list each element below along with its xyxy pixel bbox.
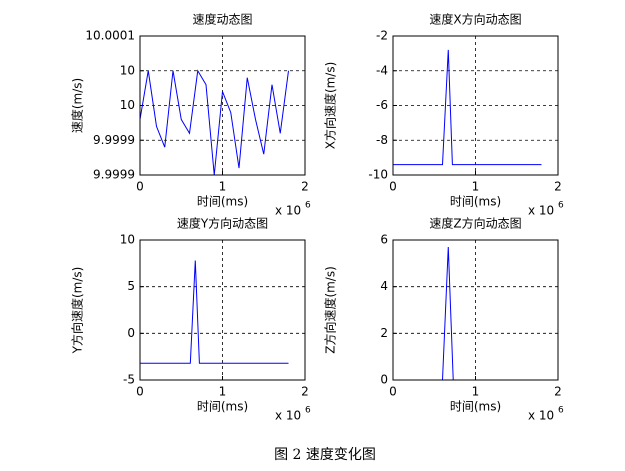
y-axis-label: Z方向速度(m/s) <box>323 266 338 354</box>
y-tick-label: -8 <box>376 133 388 147</box>
x-multiplier-exp: 6 <box>305 406 311 416</box>
chart-title: 速度Z方向动态图 <box>429 216 521 231</box>
x-tick-label: 2 <box>301 180 309 194</box>
x-multiplier: x 10 <box>528 204 554 218</box>
x-axis-label: 时间(ms) <box>450 400 501 414</box>
caption: 图 2 速度变化图 <box>274 447 376 463</box>
chart-title: 速度动态图 <box>192 12 252 27</box>
x-axis-label: 时间(ms) <box>197 400 248 414</box>
y-tick-label: 10 <box>120 63 135 77</box>
x-tick-label: 0 <box>389 180 397 194</box>
y-tick-label: -10 <box>368 168 388 182</box>
x-tick-label: 0 <box>389 385 397 399</box>
x-tick-label: 0 <box>136 385 144 399</box>
x-tick-label: 2 <box>554 180 562 194</box>
y-tick-label: -5 <box>123 373 135 387</box>
y-axis-label: 速度(m/s) <box>70 78 85 133</box>
x-tick-label: 2 <box>554 385 562 399</box>
x-tick-label: 1 <box>472 385 480 399</box>
axes-box <box>139 35 306 176</box>
y-tick-label: 9.9999 <box>93 133 135 147</box>
y-tick-label: -6 <box>376 98 388 112</box>
x-tick-label: 1 <box>472 180 480 194</box>
x-tick-label: 1 <box>219 180 227 194</box>
x-multiplier-exp: 6 <box>558 406 564 416</box>
y-tick-label: 6 <box>380 233 388 247</box>
y-tick-label: 2 <box>380 326 388 340</box>
y-tick-label: 0 <box>127 326 135 340</box>
y-tick-label: -2 <box>376 29 388 43</box>
data-line <box>393 49 542 166</box>
y-tick-label: 9.9999 <box>93 168 135 182</box>
y-tick-label: 4 <box>380 279 388 293</box>
x-tick-label: 1 <box>219 385 227 399</box>
axes-box <box>392 35 559 176</box>
x-multiplier: x 10 <box>528 409 554 423</box>
y-tick-label: 5 <box>127 279 135 293</box>
y-tick-label: 10.0001 <box>85 29 135 43</box>
axes-box <box>392 239 559 381</box>
chart-title: 速度Y方向动态图 <box>177 216 268 231</box>
x-multiplier-exp: 6 <box>558 201 564 211</box>
y-tick-label: 10 <box>120 98 135 112</box>
y-axis-label: X方向速度(m/s) <box>323 62 338 150</box>
chart-title: 速度X方向动态图 <box>429 12 521 27</box>
x-tick-label: 0 <box>136 180 144 194</box>
x-tick-label: 2 <box>301 385 309 399</box>
x-multiplier: x 10 <box>275 204 301 218</box>
x-multiplier: x 10 <box>275 409 301 423</box>
data-line <box>140 260 289 364</box>
y-tick-label: -4 <box>376 63 388 77</box>
axes-box <box>139 239 306 381</box>
y-tick-label: 10 <box>120 233 135 247</box>
x-multiplier-exp: 6 <box>305 201 311 211</box>
y-tick-label: 0 <box>380 373 388 387</box>
y-axis-label: Y方向速度(m/s) <box>70 267 85 355</box>
x-axis-label: 时间(ms) <box>450 195 501 209</box>
x-axis-label: 时间(ms) <box>197 195 248 209</box>
